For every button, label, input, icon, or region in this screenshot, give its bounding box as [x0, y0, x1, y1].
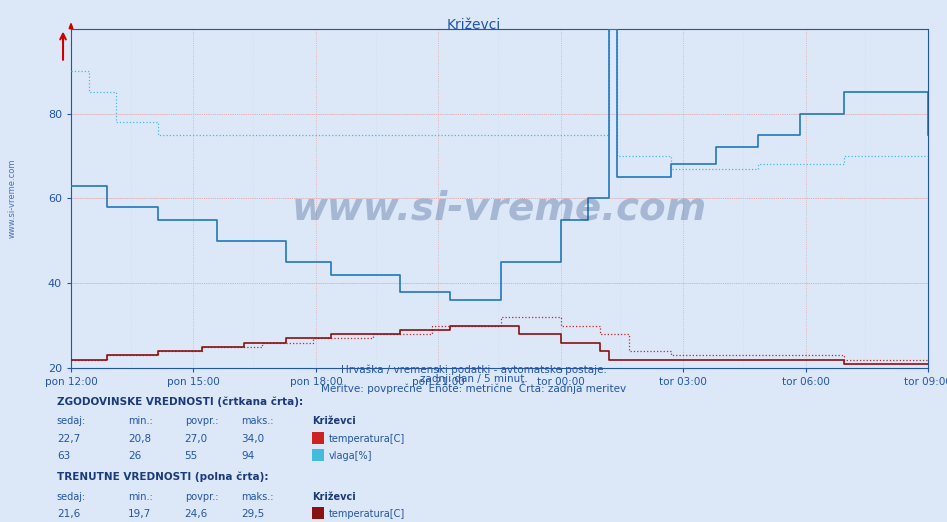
Text: temperatura[C]: temperatura[C]: [329, 434, 405, 444]
Text: povpr.:: povpr.:: [185, 492, 218, 502]
Text: zadnji dan / 5 minut.: zadnji dan / 5 minut.: [420, 374, 527, 384]
Text: Križevci: Križevci: [446, 18, 501, 32]
Text: 34,0: 34,0: [241, 434, 264, 444]
Text: www.si-vreme.com: www.si-vreme.com: [8, 159, 17, 238]
Text: 94: 94: [241, 451, 255, 461]
Text: Meritve: povprečne  Enote: metrične  Črta: zadnja meritev: Meritve: povprečne Enote: metrične Črta:…: [321, 382, 626, 394]
Text: TRENUTNE VREDNOSTI (polna črta):: TRENUTNE VREDNOSTI (polna črta):: [57, 471, 268, 482]
Text: 20,8: 20,8: [128, 434, 151, 444]
Text: 19,7: 19,7: [128, 509, 152, 519]
Text: 24,6: 24,6: [185, 509, 208, 519]
Text: 55: 55: [185, 451, 198, 461]
Text: min.:: min.:: [128, 417, 152, 426]
Text: temperatura[C]: temperatura[C]: [329, 509, 405, 519]
Text: 63: 63: [57, 451, 70, 461]
Text: 29,5: 29,5: [241, 509, 265, 519]
Text: 21,6: 21,6: [57, 509, 80, 519]
Text: www.si-vreme.com: www.si-vreme.com: [292, 189, 707, 228]
Text: maks.:: maks.:: [241, 492, 274, 502]
Text: ZGODOVINSKE VREDNOSTI (črtkana črta):: ZGODOVINSKE VREDNOSTI (črtkana črta):: [57, 396, 303, 407]
Text: sedaj:: sedaj:: [57, 417, 86, 426]
Text: sedaj:: sedaj:: [57, 492, 86, 502]
Text: Križevci: Križevci: [313, 417, 356, 426]
Text: maks.:: maks.:: [241, 417, 274, 426]
Text: 22,7: 22,7: [57, 434, 80, 444]
Text: 26: 26: [128, 451, 141, 461]
Text: Hrvaška / vremenski podatki - avtomatske postaje.: Hrvaška / vremenski podatki - avtomatske…: [341, 365, 606, 375]
Text: 27,0: 27,0: [185, 434, 207, 444]
Text: povpr.:: povpr.:: [185, 417, 218, 426]
Text: Križevci: Križevci: [313, 492, 356, 502]
Text: vlaga[%]: vlaga[%]: [329, 451, 372, 461]
Text: min.:: min.:: [128, 492, 152, 502]
